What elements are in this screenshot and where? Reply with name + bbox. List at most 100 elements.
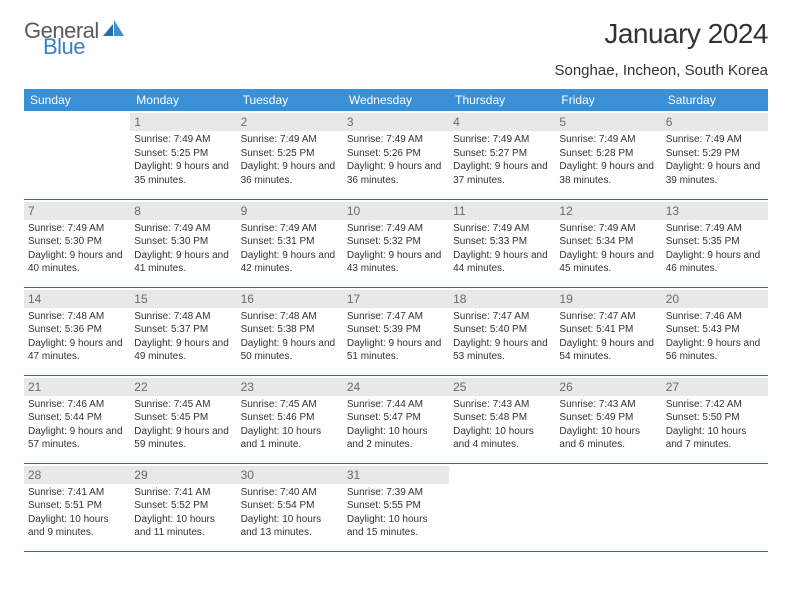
daylight-text: Daylight: 9 hours and 51 minutes. bbox=[347, 337, 445, 364]
calendar-day-cell: 1Sunrise: 7:49 AMSunset: 5:25 PMDaylight… bbox=[130, 111, 236, 199]
day-number: 23 bbox=[237, 378, 343, 396]
daylight-text: Daylight: 9 hours and 47 minutes. bbox=[28, 337, 126, 364]
calendar-day-cell: 25Sunrise: 7:43 AMSunset: 5:48 PMDayligh… bbox=[449, 375, 555, 463]
sunset-text: Sunset: 5:31 PM bbox=[241, 235, 339, 249]
day-number: 20 bbox=[662, 290, 768, 308]
weekday-header: Wednesday bbox=[343, 89, 449, 111]
daylight-text: Daylight: 10 hours and 9 minutes. bbox=[28, 513, 126, 540]
weekday-header: Saturday bbox=[662, 89, 768, 111]
calendar-week-row: 21Sunrise: 7:46 AMSunset: 5:44 PMDayligh… bbox=[24, 375, 768, 463]
daylight-text: Daylight: 9 hours and 39 minutes. bbox=[666, 160, 764, 187]
weekday-header: Thursday bbox=[449, 89, 555, 111]
sunrise-text: Sunrise: 7:48 AM bbox=[241, 310, 339, 324]
calendar-day-cell: 11Sunrise: 7:49 AMSunset: 5:33 PMDayligh… bbox=[449, 199, 555, 287]
day-number: 10 bbox=[343, 202, 449, 220]
sunrise-text: Sunrise: 7:44 AM bbox=[347, 398, 445, 412]
sunrise-text: Sunrise: 7:47 AM bbox=[347, 310, 445, 324]
calendar-day-cell: 12 Sunrise: 7:49 AMSunset: 5:34 PMDayligh… bbox=[555, 199, 661, 287]
daylight-text: Daylight: 10 hours and 2 minutes. bbox=[347, 425, 445, 452]
daylight-text: Daylight: 10 hours and 7 minutes. bbox=[666, 425, 764, 452]
sunrise-text: Sunrise: 7:49 AM bbox=[666, 133, 764, 147]
daylight-text: Daylight: 10 hours and 6 minutes. bbox=[559, 425, 657, 452]
sunrise-text: Sunrise: 7:39 AM bbox=[347, 486, 445, 500]
daylight-text: Daylight: 10 hours and 15 minutes. bbox=[347, 513, 445, 540]
calendar-day-cell bbox=[662, 463, 768, 551]
sunset-text: Sunset: 5:27 PM bbox=[453, 147, 551, 161]
sunrise-text: Sunrise: 7:49 AM bbox=[28, 222, 126, 236]
day-number: 3 bbox=[343, 113, 449, 131]
daylight-text: Daylight: 9 hours and 42 minutes. bbox=[241, 249, 339, 276]
sunrise-text: Sunrise: 7:49 AM bbox=[559, 222, 657, 236]
sunrise-text: Sunrise: 7:49 AM bbox=[559, 133, 657, 147]
daylight-text: Daylight: 9 hours and 50 minutes. bbox=[241, 337, 339, 364]
calendar-day-cell: 4Sunrise: 7:49 AMSunset: 5:27 PMDaylight… bbox=[449, 111, 555, 199]
sunset-text: Sunset: 5:43 PM bbox=[666, 323, 764, 337]
sunset-text: Sunset: 5:37 PM bbox=[134, 323, 232, 337]
calendar-day-cell: 22Sunrise: 7:45 AMSunset: 5:45 PMDayligh… bbox=[130, 375, 236, 463]
daylight-text: Daylight: 9 hours and 44 minutes. bbox=[453, 249, 551, 276]
sunset-text: Sunset: 5:38 PM bbox=[241, 323, 339, 337]
logo-sail-icon bbox=[103, 20, 125, 43]
daylight-text: Daylight: 9 hours and 45 minutes. bbox=[559, 249, 657, 276]
calendar-day-cell: 16Sunrise: 7:48 AMSunset: 5:38 PMDayligh… bbox=[237, 287, 343, 375]
sunrise-text: Sunrise: 7:47 AM bbox=[453, 310, 551, 324]
sunset-text: Sunset: 5:30 PM bbox=[134, 235, 232, 249]
sunrise-text: Sunrise: 7:49 AM bbox=[453, 133, 551, 147]
calendar-day-cell: 3Sunrise: 7:49 AMSunset: 5:26 PMDaylight… bbox=[343, 111, 449, 199]
daylight-text: Daylight: 9 hours and 38 minutes. bbox=[559, 160, 657, 187]
weekday-header: Tuesday bbox=[237, 89, 343, 111]
daylight-text: Daylight: 9 hours and 53 minutes. bbox=[453, 337, 551, 364]
sunset-text: Sunset: 5:25 PM bbox=[134, 147, 232, 161]
day-number: 12 bbox=[555, 202, 661, 220]
day-number: 27 bbox=[662, 378, 768, 396]
daylight-text: Daylight: 9 hours and 36 minutes. bbox=[347, 160, 445, 187]
sunset-text: Sunset: 5:30 PM bbox=[28, 235, 126, 249]
calendar-day-cell: 17Sunrise: 7:47 AMSunset: 5:39 PMDayligh… bbox=[343, 287, 449, 375]
sunset-text: Sunset: 5:26 PM bbox=[347, 147, 445, 161]
day-number: 8 bbox=[130, 202, 236, 220]
calendar-day-cell: 30Sunrise: 7:40 AMSunset: 5:54 PMDayligh… bbox=[237, 463, 343, 551]
calendar-week-row: 14Sunrise: 7:48 AMSunset: 5:36 PMDayligh… bbox=[24, 287, 768, 375]
sunrise-text: Sunrise: 7:42 AM bbox=[666, 398, 764, 412]
sunset-text: Sunset: 5:50 PM bbox=[666, 411, 764, 425]
calendar-day-cell bbox=[24, 111, 130, 199]
calendar-week-row: 28Sunrise: 7:41 AMSunset: 5:51 PMDayligh… bbox=[24, 463, 768, 551]
day-number: 29 bbox=[130, 466, 236, 484]
sunrise-text: Sunrise: 7:49 AM bbox=[241, 222, 339, 236]
sunset-text: Sunset: 5:28 PM bbox=[559, 147, 657, 161]
daylight-text: Daylight: 9 hours and 56 minutes. bbox=[666, 337, 764, 364]
day-number: 14 bbox=[24, 290, 130, 308]
sunrise-text: Sunrise: 7:46 AM bbox=[28, 398, 126, 412]
calendar-day-cell: 14Sunrise: 7:48 AMSunset: 5:36 PMDayligh… bbox=[24, 287, 130, 375]
daylight-text: Daylight: 10 hours and 4 minutes. bbox=[453, 425, 551, 452]
sunset-text: Sunset: 5:49 PM bbox=[559, 411, 657, 425]
calendar-day-cell: 27 Sunrise: 7:42 AMSunset: 5:50 PMDayligh… bbox=[662, 375, 768, 463]
calendar-day-cell: 21Sunrise: 7:46 AMSunset: 5:44 PMDayligh… bbox=[24, 375, 130, 463]
day-number: 6 bbox=[662, 113, 768, 131]
sunset-text: Sunset: 5:33 PM bbox=[453, 235, 551, 249]
calendar-day-cell: 29Sunrise: 7:41 AMSunset: 5:52 PMDayligh… bbox=[130, 463, 236, 551]
calendar-table: SundayMondayTuesdayWednesdayThursdayFrid… bbox=[24, 89, 768, 552]
day-number: 30 bbox=[237, 466, 343, 484]
title-block: January 2024 bbox=[604, 18, 768, 50]
calendar-day-cell: 23Sunrise: 7:45 AMSunset: 5:46 PMDayligh… bbox=[237, 375, 343, 463]
logo-word-2: Blue bbox=[43, 34, 85, 60]
calendar-day-cell: 18Sunrise: 7:47 AMSunset: 5:40 PMDayligh… bbox=[449, 287, 555, 375]
sunrise-text: Sunrise: 7:41 AM bbox=[28, 486, 126, 500]
sunset-text: Sunset: 5:36 PM bbox=[28, 323, 126, 337]
calendar-day-cell: 10Sunrise: 7:49 AMSunset: 5:32 PMDayligh… bbox=[343, 199, 449, 287]
sunset-text: Sunset: 5:41 PM bbox=[559, 323, 657, 337]
sunrise-text: Sunrise: 7:45 AM bbox=[241, 398, 339, 412]
calendar-day-cell: 19Sunrise: 7:47 AMSunset: 5:41 PMDayligh… bbox=[555, 287, 661, 375]
calendar-day-cell: 31Sunrise: 7:39 AMSunset: 5:55 PMDayligh… bbox=[343, 463, 449, 551]
sunrise-text: Sunrise: 7:49 AM bbox=[134, 133, 232, 147]
daylight-text: Daylight: 10 hours and 13 minutes. bbox=[241, 513, 339, 540]
daylight-text: Daylight: 9 hours and 46 minutes. bbox=[666, 249, 764, 276]
calendar-day-cell: 9Sunrise: 7:49 AMSunset: 5:31 PMDaylight… bbox=[237, 199, 343, 287]
sunset-text: Sunset: 5:35 PM bbox=[666, 235, 764, 249]
day-number: 13 bbox=[662, 202, 768, 220]
calendar-body: 1Sunrise: 7:49 AMSunset: 5:25 PMDaylight… bbox=[24, 111, 768, 551]
sunset-text: Sunset: 5:34 PM bbox=[559, 235, 657, 249]
sunset-text: Sunset: 5:32 PM bbox=[347, 235, 445, 249]
day-number: 24 bbox=[343, 378, 449, 396]
